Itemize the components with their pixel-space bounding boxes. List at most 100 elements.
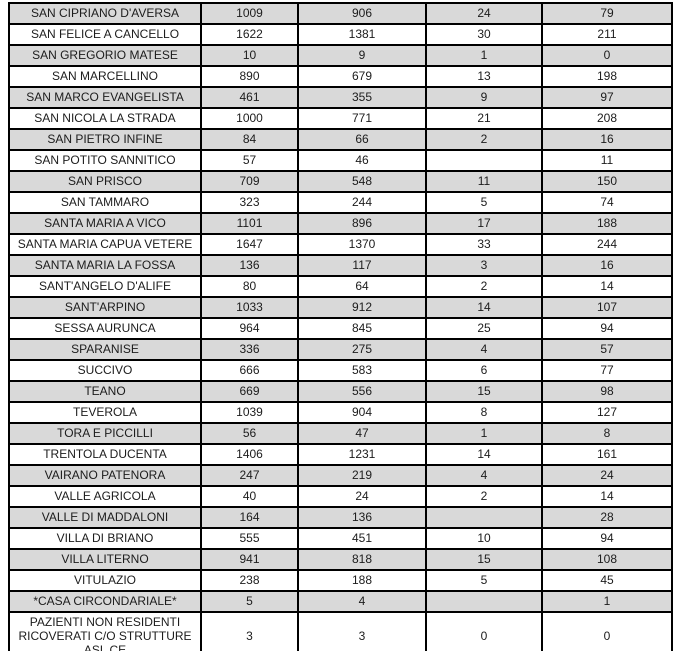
value-cell: 904 — [297, 401, 427, 424]
table-row: TRENTOLA DUCENTA 1406 1231 14 161 — [8, 443, 673, 466]
municipality-name-cell: SANTA MARIA CAPUA VETERE — [8, 233, 202, 256]
value-cell: 451 — [297, 527, 427, 550]
value-cell: 5 — [200, 590, 299, 613]
value-cell: 94 — [541, 527, 673, 550]
value-cell: 818 — [297, 548, 427, 571]
value-cell: 208 — [541, 107, 673, 130]
value-cell: 30 — [425, 23, 543, 46]
value-cell: 219 — [297, 464, 427, 487]
table-row: SPARANISE 336 275 4 57 — [8, 338, 673, 361]
table-body: SAN CIPRIANO D'AVERSA 1009 906 24 79 SAN FELI… — [8, 2, 673, 651]
municipality-name-cell: SAN TAMMARO — [8, 191, 202, 214]
value-cell: 2 — [425, 128, 543, 151]
value-cell: 136 — [297, 506, 427, 529]
table-row: SUCCIVO 666 583 6 77 — [8, 359, 673, 382]
value-cell: 33 — [425, 233, 543, 256]
value-cell: 45 — [541, 569, 673, 592]
table-row: SAN POTITO SANNITICO 57 46 11 — [8, 149, 673, 172]
value-cell: 896 — [297, 212, 427, 235]
value-cell: 3 — [425, 254, 543, 277]
value-cell: 1231 — [297, 443, 427, 466]
value-cell: 1039 — [200, 401, 299, 424]
value-cell: 11 — [425, 170, 543, 193]
municipality-name-cell: SAN PRISCO — [8, 170, 202, 193]
value-cell: 323 — [200, 191, 299, 214]
value-cell: 890 — [200, 65, 299, 88]
value-cell: 136 — [200, 254, 299, 277]
value-cell: 556 — [297, 380, 427, 403]
table-row: VAIRANO PATENORA 247 219 4 24 — [8, 464, 673, 487]
municipality-data-table: SAN CIPRIANO D'AVERSA 1009 906 24 79 SAN FELI… — [8, 2, 673, 651]
value-cell: 0 — [541, 611, 673, 651]
municipality-name-cell: SANT'ARPINO — [8, 296, 202, 319]
table-row: VILLA LITERNO 941 818 15 108 — [8, 548, 673, 571]
value-cell: 21 — [425, 107, 543, 130]
value-cell: 94 — [541, 317, 673, 340]
value-cell: 709 — [200, 170, 299, 193]
municipality-name-cell: SAN CIPRIANO D'AVERSA — [8, 2, 202, 25]
value-cell: 6 — [425, 359, 543, 382]
value-cell: 80 — [200, 275, 299, 298]
table-row: SAN NICOLA LA STRADA 1000 771 21 208 — [8, 107, 673, 130]
value-cell: 24 — [541, 464, 673, 487]
value-cell: 3 — [297, 611, 427, 651]
value-cell — [425, 506, 543, 529]
municipality-name-cell: VITULAZIO — [8, 569, 202, 592]
municipality-name-cell: VALLE DI MADDALONI — [8, 506, 202, 529]
value-cell: 198 — [541, 65, 673, 88]
value-cell: 238 — [200, 569, 299, 592]
table-row: VILLA DI BRIANO 555 451 10 94 — [8, 527, 673, 550]
value-cell: 117 — [297, 254, 427, 277]
municipality-name-cell: SAN FELICE A CANCELLO — [8, 23, 202, 46]
value-cell: 4 — [425, 338, 543, 361]
value-cell: 66 — [297, 128, 427, 151]
value-cell: 10 — [425, 527, 543, 550]
table-row: SANTA MARIA CAPUA VETERE 1647 1370 33 244 — [8, 233, 673, 256]
value-cell: 56 — [200, 422, 299, 445]
value-cell: 15 — [425, 380, 543, 403]
value-cell: 1406 — [200, 443, 299, 466]
value-cell: 15 — [425, 548, 543, 571]
table-row: TEANO 669 556 15 98 — [8, 380, 673, 403]
value-cell: 666 — [200, 359, 299, 382]
table-row: *CASA CIRCONDARIALE* 5 4 1 — [8, 590, 673, 613]
value-cell: 1 — [425, 422, 543, 445]
value-cell: 150 — [541, 170, 673, 193]
municipality-name-cell: TEANO — [8, 380, 202, 403]
value-cell: 57 — [541, 338, 673, 361]
municipality-name-cell: SANT'ANGELO D'ALIFE — [8, 275, 202, 298]
value-cell: 25 — [425, 317, 543, 340]
value-cell: 4 — [297, 590, 427, 613]
value-cell: 906 — [297, 2, 427, 25]
value-cell: 98 — [541, 380, 673, 403]
table-row: VALLE AGRICOLA 40 24 2 14 — [8, 485, 673, 508]
municipality-name-cell: VALLE AGRICOLA — [8, 485, 202, 508]
value-cell: 211 — [541, 23, 673, 46]
value-cell: 2 — [425, 275, 543, 298]
value-cell: 77 — [541, 359, 673, 382]
value-cell: 964 — [200, 317, 299, 340]
value-cell — [425, 590, 543, 613]
value-cell: 1 — [541, 590, 673, 613]
table-row: SESSA AURUNCA 964 845 25 94 — [8, 317, 673, 340]
value-cell: 244 — [297, 191, 427, 214]
value-cell: 1033 — [200, 296, 299, 319]
value-cell: 188 — [297, 569, 427, 592]
value-cell: 669 — [200, 380, 299, 403]
value-cell: 247 — [200, 464, 299, 487]
value-cell: 11 — [541, 149, 673, 172]
municipality-name-cell: TRENTOLA DUCENTA — [8, 443, 202, 466]
value-cell: 1622 — [200, 23, 299, 46]
municipality-name-cell: VILLA DI BRIANO — [8, 527, 202, 550]
value-cell: 14 — [425, 296, 543, 319]
value-cell: 0 — [541, 44, 673, 67]
value-cell: 941 — [200, 548, 299, 571]
table-row: SANT'ANGELO D'ALIFE 80 64 2 14 — [8, 275, 673, 298]
table-row: SAN FELICE A CANCELLO 1622 1381 30 211 — [8, 23, 673, 46]
value-cell: 548 — [297, 170, 427, 193]
table-row: SAN GREGORIO MATESE 10 9 1 0 — [8, 44, 673, 67]
value-cell: 14 — [425, 443, 543, 466]
value-cell: 13 — [425, 65, 543, 88]
municipality-name-cell: SAN NICOLA LA STRADA — [8, 107, 202, 130]
municipality-name-cell: SANTA MARIA LA FOSSA — [8, 254, 202, 277]
